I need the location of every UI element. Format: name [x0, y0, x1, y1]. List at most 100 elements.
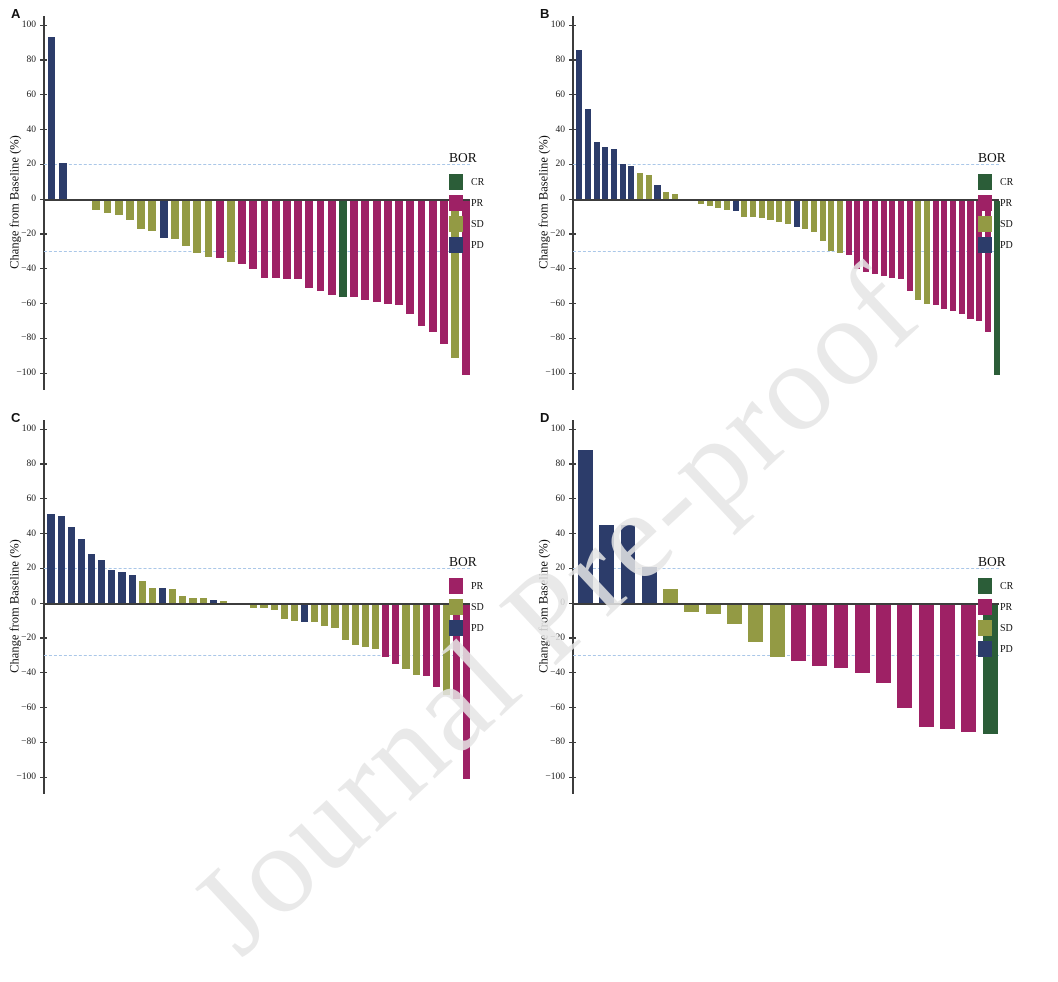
waterfall-bar-PR	[439, 201, 448, 344]
waterfall-bar-PR	[976, 201, 983, 322]
legend-swatch-PD	[978, 641, 992, 657]
waterfall-bar-SD	[103, 201, 112, 214]
legend-A: BOR CR PR SD PD	[449, 150, 484, 258]
legend-swatch-PR	[449, 578, 463, 594]
waterfall-bar-PR	[833, 605, 849, 668]
waterfall-bar-SD	[715, 201, 722, 208]
waterfall-bar-PR	[876, 605, 892, 684]
reference-line--30	[573, 655, 999, 657]
waterfall-bar-PD	[209, 599, 217, 604]
y-tick-label: −80	[550, 333, 565, 344]
waterfall-bar-PD	[57, 516, 65, 604]
legend-item-PR: PR	[978, 195, 1013, 211]
reference-line-20	[44, 568, 470, 570]
waterfall-bar-CR	[993, 201, 1000, 375]
y-tick-label: 40	[26, 528, 37, 539]
waterfall-bar-SD	[706, 201, 713, 207]
x-axis-line	[573, 199, 999, 201]
waterfall-bar-SD	[138, 580, 146, 604]
waterfall-bar-SD	[769, 605, 785, 658]
y-tick-label: −40	[550, 667, 565, 678]
waterfall-bar-PR	[238, 201, 246, 264]
waterfall-bar-SD	[92, 201, 101, 210]
waterfall-bar-PD	[641, 566, 657, 604]
legend-item-SD: SD	[449, 599, 484, 615]
panel-A: A Change from Baseline (%) 100 80 60 40 20 0−…	[0, 0, 529, 404]
waterfall-bar-PR	[812, 605, 828, 666]
y-tick-label: 100	[21, 424, 36, 435]
waterfall-bar-SD	[819, 201, 826, 242]
waterfall-bar-PD	[118, 571, 126, 604]
waterfall-bar-PR	[871, 201, 878, 275]
panel-letter-C: C	[11, 410, 21, 425]
y-tick-mark	[569, 303, 576, 305]
legend-title: BOR	[978, 150, 1006, 165]
y-tick-mark	[569, 463, 576, 465]
y-tick-mark	[569, 163, 576, 166]
waterfall-bar-SD	[148, 587, 156, 604]
y-tick-mark	[40, 372, 47, 374]
y-tick-label: 20	[26, 563, 37, 574]
legend-label-SD: SD	[471, 218, 484, 230]
waterfall-bar-PD	[58, 162, 67, 200]
legend-item-CR: CR	[978, 578, 1013, 594]
reference-line-20	[573, 164, 999, 166]
waterfall-bar-PD	[47, 37, 56, 200]
panel-C: C Change from Baseline (%) 100 80 60 40 20 0−…	[0, 404, 529, 808]
waterfall-bar-PR	[417, 201, 426, 327]
waterfall-bar-SD	[126, 201, 134, 221]
y-tick-mark	[40, 129, 47, 131]
legend-swatch-PD	[449, 620, 463, 636]
waterfall-chart-A: 100 80 60 40 20 0 −20 −40 −60 −80 −100	[16, 14, 471, 392]
waterfall-bar-SD	[250, 605, 258, 609]
legend-items: CR PR SD PD	[978, 174, 1013, 253]
legend-items: CR PR SD PD	[449, 174, 484, 253]
legend-B: BOR CR PR SD PD	[978, 150, 1013, 258]
waterfall-bar-PR	[918, 605, 934, 727]
legend-item-CR: CR	[978, 174, 1013, 190]
waterfall-bar-SD	[828, 201, 835, 252]
waterfall-bar-SD	[148, 201, 157, 231]
y-tick-label: 80	[26, 55, 37, 65]
y-tick-mark	[569, 707, 576, 709]
waterfall-bar-PD	[577, 450, 593, 604]
waterfall-bar-SD	[280, 605, 288, 619]
waterfall-bar-PR	[406, 201, 415, 315]
legend-item-PR: PR	[978, 599, 1013, 615]
legend-swatch-SD	[449, 216, 463, 232]
waterfall-bar-PD	[793, 201, 800, 228]
legend-label-SD: SD	[471, 601, 484, 613]
legend-swatch-CR	[978, 578, 992, 594]
waterfall-bar-PR	[383, 201, 392, 304]
y-tick-label: −20	[550, 229, 565, 239]
waterfall-bar-SD	[637, 173, 644, 200]
reference-line--30	[44, 655, 470, 657]
legend-swatch-SD	[978, 620, 992, 636]
waterfall-bar-SD	[923, 201, 931, 304]
y-tick-mark	[40, 268, 47, 270]
waterfall-bar-PD	[87, 554, 96, 604]
legend-item-PD: PD	[449, 620, 484, 636]
waterfall-bar-PR	[854, 605, 870, 673]
waterfall-bar-SD	[290, 605, 298, 621]
waterfall-bar-PR	[932, 201, 939, 306]
waterfall-bar-PR	[392, 605, 400, 665]
waterfall-bar-PR	[453, 605, 461, 699]
waterfall-bar-SD	[748, 605, 764, 642]
waterfall-bar-SD	[179, 596, 187, 604]
y-tick-mark	[40, 59, 47, 61]
y-tick-mark	[569, 59, 576, 61]
waterfall-bar-PR	[372, 201, 381, 302]
reference-line--30	[573, 251, 999, 253]
y-tick-label: 60	[555, 493, 566, 504]
legend-swatch-CR	[449, 174, 463, 190]
y-tick-mark	[40, 776, 47, 778]
waterfall-bar-PR	[327, 201, 336, 295]
waterfall-bar-SD	[114, 201, 123, 215]
legend-title: BOR	[449, 554, 477, 569]
y-tick-label: −60	[21, 298, 36, 309]
waterfall-bar-PR	[271, 201, 280, 278]
y-tick-label: 60	[26, 89, 37, 100]
legend-label-CR: CR	[1000, 580, 1014, 592]
y-tick-label: −100	[545, 772, 565, 783]
